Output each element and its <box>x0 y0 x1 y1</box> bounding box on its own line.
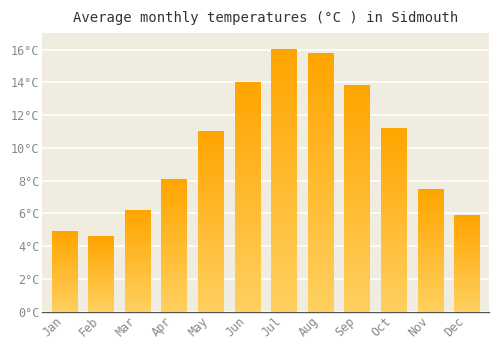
Title: Average monthly temperatures (°C ) in Sidmouth: Average monthly temperatures (°C ) in Si… <box>73 11 458 25</box>
